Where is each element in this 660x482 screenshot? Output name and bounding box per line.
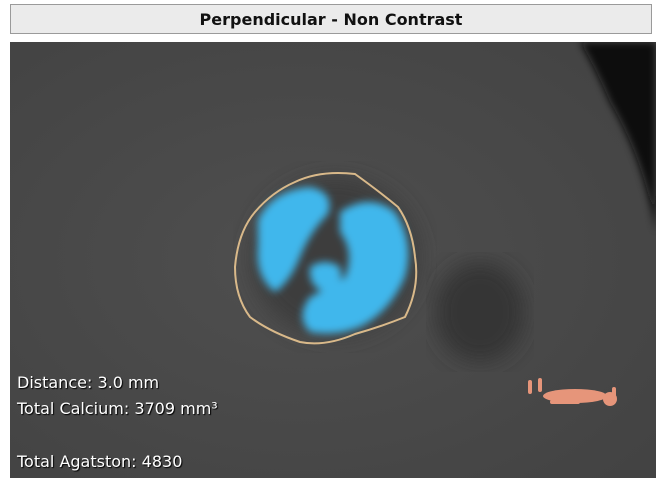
panel-title: Perpendicular - Non Contrast	[10, 4, 652, 34]
total-agatston-label: Total Agatston: 4830	[17, 452, 183, 471]
calcium-overlay	[257, 187, 409, 334]
distance-label: Distance: 3.0 mm	[17, 373, 160, 392]
vessel-contour	[233, 172, 418, 345]
dark-region	[580, 42, 656, 232]
ct-viewport: Distance: 3.0 mm Total Calcium: 3709 mm³…	[10, 42, 656, 478]
shadow	[435, 262, 525, 362]
ct-image	[10, 42, 656, 478]
orientation-figure	[528, 378, 617, 406]
total-calcium-label: Total Calcium: 3709 mm³	[17, 399, 218, 418]
